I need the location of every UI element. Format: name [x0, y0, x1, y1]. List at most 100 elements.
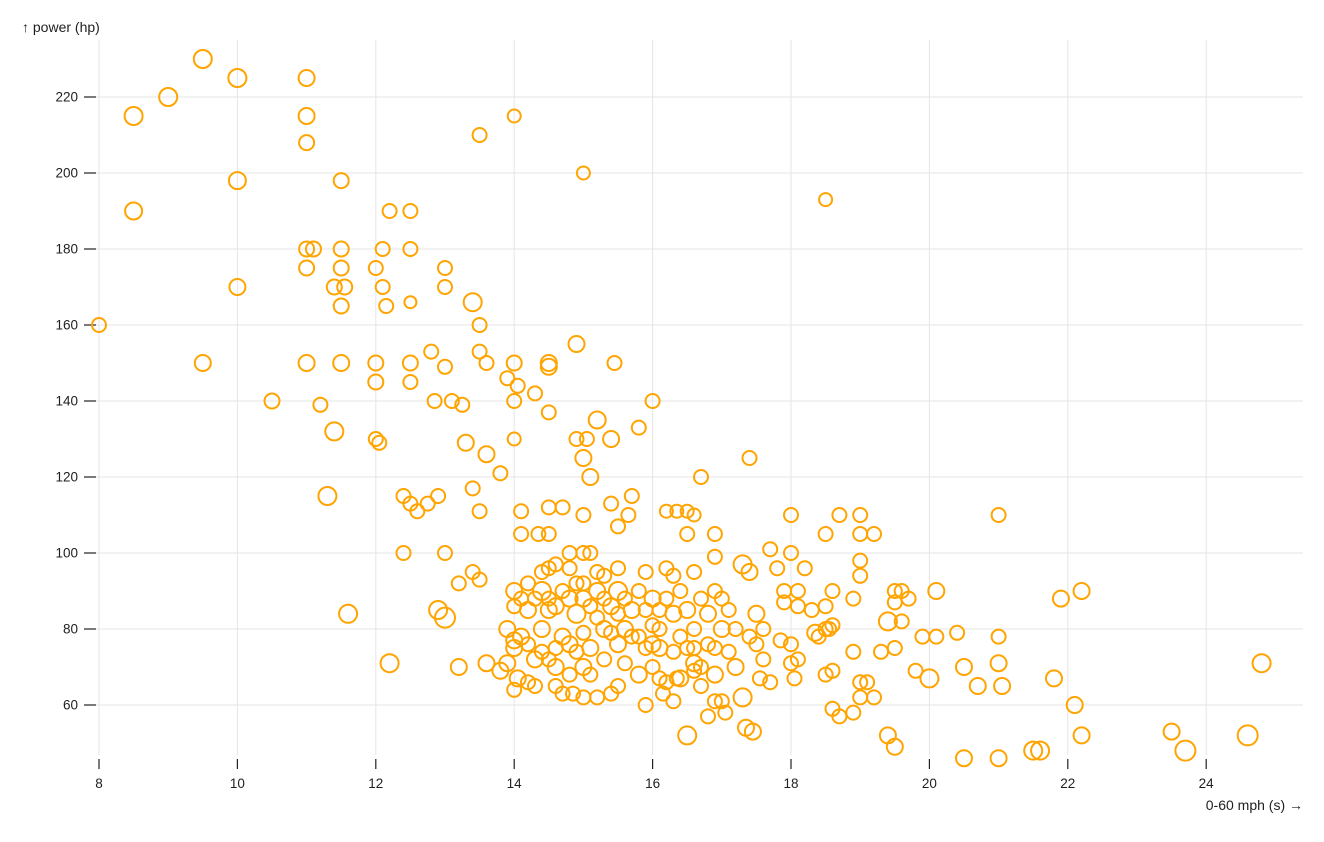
y-tick-label: 60 [63, 698, 78, 713]
data-point [478, 355, 495, 371]
data-point [575, 624, 592, 641]
data-point [927, 582, 946, 600]
data-point [437, 545, 453, 561]
data-point [720, 602, 737, 618]
data-point [727, 621, 744, 637]
data-point [989, 749, 1008, 768]
data-point [508, 669, 527, 688]
data-point [381, 203, 398, 219]
data-point [298, 240, 316, 258]
data-point [789, 583, 806, 599]
data-point [693, 659, 709, 675]
data-point [622, 601, 641, 619]
data-point [615, 620, 634, 638]
data-point [678, 601, 697, 619]
data-point [655, 685, 671, 702]
data-point [499, 370, 516, 387]
data-point [755, 651, 772, 668]
data-point [705, 665, 724, 684]
data-point [540, 526, 557, 542]
data-point [878, 726, 897, 745]
data-point [332, 297, 350, 315]
data-point [1236, 724, 1259, 747]
data-point [1072, 582, 1091, 600]
data-point [505, 639, 524, 657]
data-point [546, 597, 565, 616]
data-point [297, 107, 316, 125]
data-point [565, 685, 581, 702]
data-point [623, 488, 640, 504]
x-tick-label: 20 [922, 776, 937, 791]
data-point [513, 503, 530, 520]
data-point [530, 526, 547, 542]
data-point [1065, 696, 1084, 714]
data-point [671, 669, 690, 688]
data-point [561, 560, 578, 577]
data-point [609, 635, 627, 654]
y-axis-title: ↑ power (hp) [22, 19, 100, 35]
data-point [506, 598, 523, 615]
data-point [395, 545, 412, 561]
data-point [866, 689, 882, 706]
data-point [603, 685, 620, 702]
data-point [990, 628, 1007, 645]
data-point [456, 433, 475, 452]
data-point [772, 632, 789, 649]
data-point [527, 590, 543, 607]
data-point [686, 564, 703, 580]
data-point [629, 665, 648, 684]
data-point [367, 354, 385, 372]
data-point [532, 620, 551, 638]
data-point [527, 678, 543, 694]
data-point [693, 469, 709, 485]
data-point [371, 434, 388, 451]
data-point [546, 658, 565, 676]
data-point [720, 643, 737, 660]
data-point [821, 621, 838, 637]
data-point [402, 374, 419, 390]
data-point [1162, 722, 1181, 741]
data-point [297, 354, 316, 372]
data-point [336, 278, 354, 296]
data-point [312, 396, 329, 413]
data-point [227, 171, 247, 191]
data-point [401, 354, 419, 372]
data-point [506, 431, 522, 447]
data-point [713, 693, 730, 710]
data-point [712, 620, 731, 638]
data-point [506, 393, 523, 409]
data-point [332, 240, 350, 258]
data-point [338, 603, 359, 624]
data-point [686, 507, 702, 523]
data-point [706, 548, 723, 565]
data-point [740, 563, 759, 581]
data-point [428, 600, 449, 620]
data-point [665, 567, 682, 584]
data-point [741, 450, 758, 466]
data-point [437, 279, 453, 295]
data-point [796, 560, 813, 577]
data-point [437, 260, 453, 276]
data-point [606, 355, 623, 371]
data-point [471, 343, 488, 360]
data-point [505, 354, 523, 372]
y-tick-label: 180 [55, 242, 78, 257]
data-point [665, 693, 682, 710]
data-point [664, 604, 683, 623]
y-tick-label: 120 [55, 470, 78, 485]
data-point [907, 662, 924, 679]
data-point [332, 259, 350, 277]
data-point [859, 674, 876, 691]
data-point [1045, 669, 1063, 688]
data-point [367, 373, 385, 391]
data-point [561, 666, 578, 683]
data-point [672, 628, 689, 645]
data-point [651, 621, 668, 637]
data-point [668, 670, 685, 687]
x-tick-label: 22 [1060, 776, 1075, 791]
data-point [928, 628, 945, 645]
data-point [700, 708, 716, 725]
data-point [540, 404, 557, 421]
